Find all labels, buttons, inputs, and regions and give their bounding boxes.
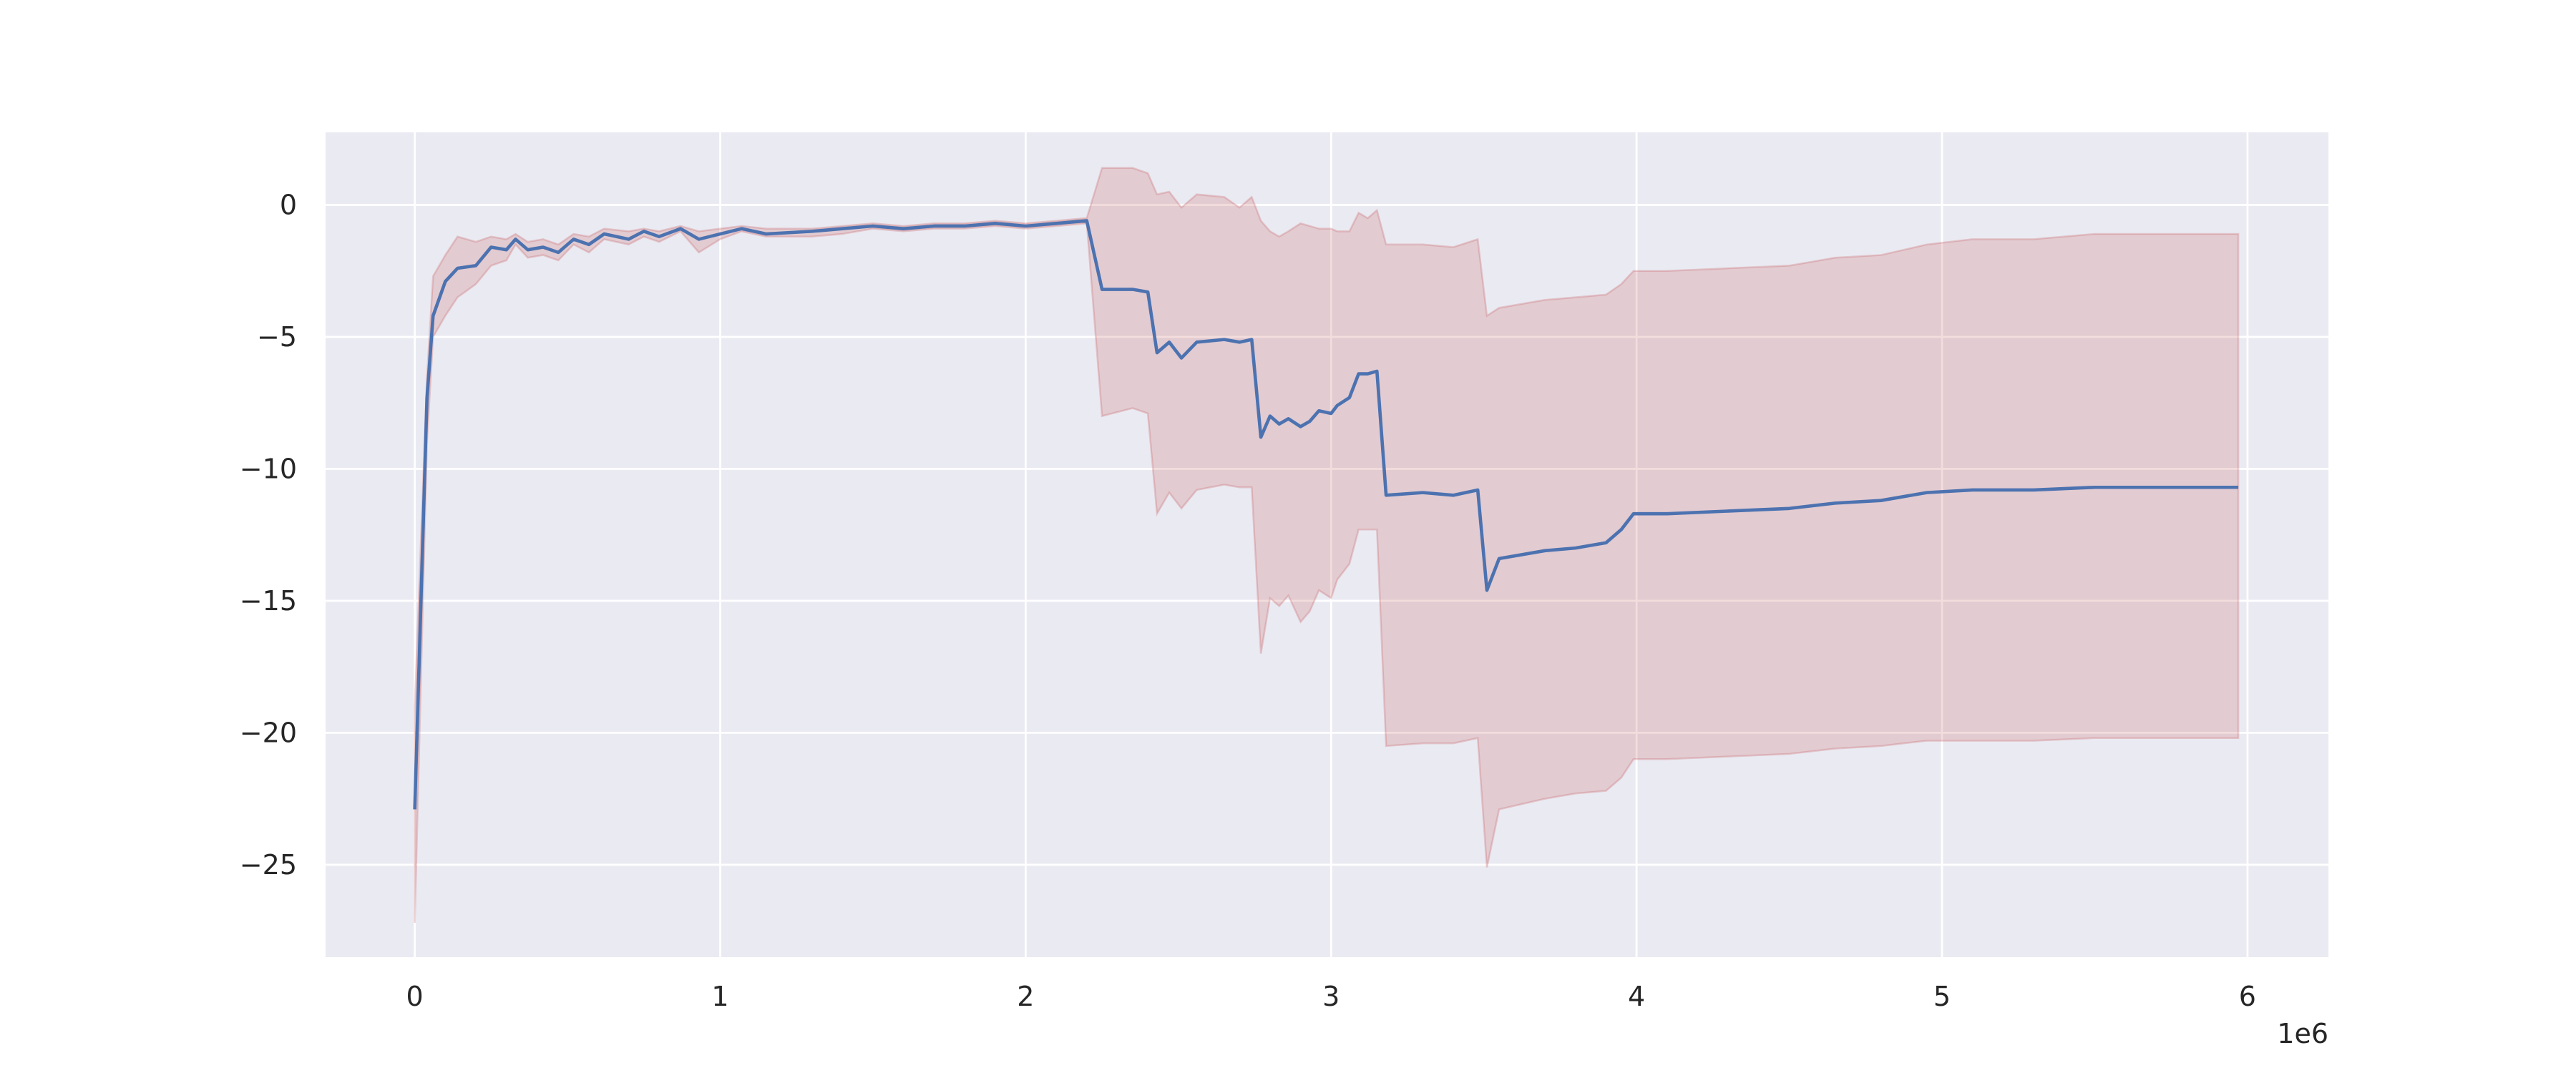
x-tick-label: 2 (1017, 981, 1034, 1012)
y-tick-label: −15 (240, 585, 297, 617)
x-tick-label: 3 (1322, 981, 1340, 1012)
x-tick-label: 4 (1628, 981, 1645, 1012)
x-offset-label: 1e6 (2277, 1018, 2328, 1049)
y-tick-label: −10 (240, 453, 297, 484)
y-tick-label: 0 (280, 189, 297, 220)
plot-background (326, 132, 2328, 957)
y-tick-label: −20 (240, 717, 297, 748)
mean-line (413, 219, 2239, 810)
x-tick-label: 1 (711, 981, 728, 1012)
x-tick-label: 5 (1933, 981, 1951, 1012)
x-tick-label: 6 (2239, 981, 2256, 1012)
y-tick-label: −25 (240, 849, 297, 881)
confidence-band (414, 167, 2240, 923)
y-tick-label: −5 (257, 321, 297, 353)
plot (326, 132, 2328, 957)
x-tick-label: 0 (406, 981, 424, 1012)
